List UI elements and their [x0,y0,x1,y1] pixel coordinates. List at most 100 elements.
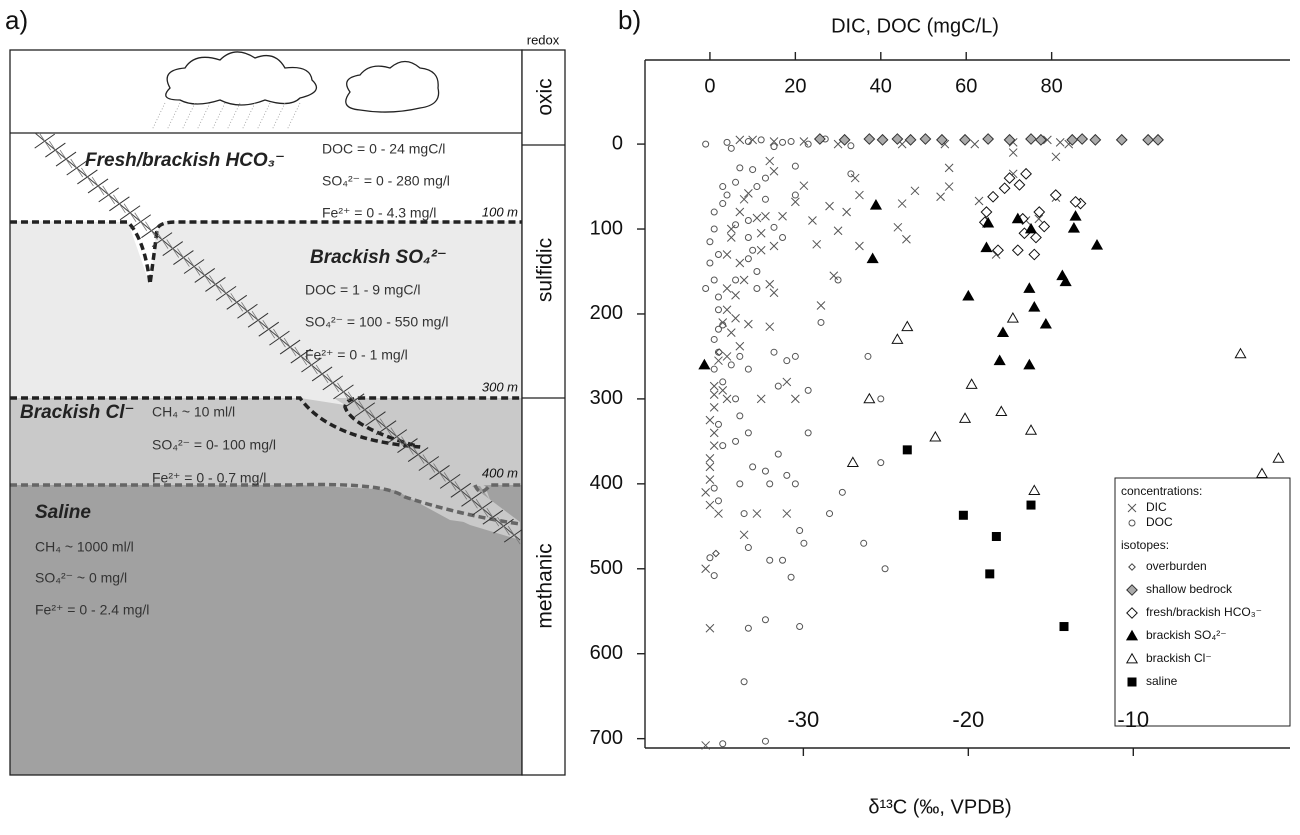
fault-hatch [390,427,404,446]
x2-tick-label: 80 [1041,75,1063,97]
marker-cross [701,741,711,750]
marker-circle [706,238,714,246]
x2-axis-label: DIC, DOC (mgC/L) [831,15,999,37]
marker-triangle [1024,424,1038,435]
zone-text: SO₄²⁻ = 0- 100 mg/l [152,437,276,453]
fault-hatch [422,454,436,473]
marker-cross [756,394,766,404]
marker-cross [752,509,762,518]
fault-hatch [166,239,180,258]
marker-circle [740,678,748,686]
marker-circle [740,510,748,518]
marker-circle [804,140,812,148]
panel-label: a) [5,5,28,35]
y-tick-label: 600 [590,642,623,664]
y-tick-label: 300 [590,387,623,409]
marker-diamond [1066,133,1079,146]
marker-circle [753,284,761,292]
legend-group-title: isotopes: [1121,538,1169,552]
fault-hatch [91,176,105,196]
marker-circle [719,740,727,748]
legend-label: brackish Cl⁻ [1146,651,1212,665]
marker-cross [833,226,843,236]
fault-hatch [262,319,276,339]
marker-cross [705,500,715,510]
marker-diamond [1049,189,1062,201]
marker-circle [817,318,825,326]
marker-circle [847,142,855,150]
fault-hatch [326,373,340,393]
marker-circle [736,352,744,360]
marker-cross [782,377,792,387]
marker-cross [726,224,736,234]
marker-circle [761,174,769,182]
marker-circle [727,361,735,369]
marker-cross [752,213,762,223]
marker-triangle [1234,347,1247,359]
marker-circle [727,144,735,152]
marker-cross [769,241,779,251]
marker-circle [719,442,727,450]
marker-diamond [1020,167,1032,180]
zone-name: Brackish Cl⁻ [20,402,135,423]
zone-name: Saline [35,502,91,523]
marker-circle [761,616,769,624]
marker-cross [731,290,740,300]
marker-circle [779,556,787,564]
fault-hatch [187,257,201,276]
fault-hatch [315,364,329,384]
marker-cross [893,222,903,232]
legend-label: overburden [1146,559,1207,573]
marker-circle [732,437,740,445]
y-tick-label: 400 [590,472,623,494]
marker-cross [769,137,779,146]
marker-circle [714,420,722,428]
marker-triangle [996,326,1010,338]
marker-square [991,532,1001,542]
marker-cross [1034,214,1044,224]
fault-hatch [145,221,158,240]
marker-diamond [1028,248,1041,261]
marker-circle [706,259,714,267]
fault-hatch [443,472,457,491]
marker-cross [765,156,775,166]
depth-label: 100 m [482,204,518,219]
marker-diamond [1038,220,1051,233]
marker-diamond [1089,133,1102,146]
marker-circle [710,484,718,492]
zone-name: Brackish SO₄²⁻ [310,247,447,268]
marker-cross [722,352,732,361]
fault-zone [34,131,525,545]
marker-diamond [1115,133,1128,146]
marker-circle [710,276,718,284]
marker-cross [944,182,954,191]
legend-marker [1126,584,1138,596]
marker-triangle [891,333,904,344]
marker-diamond [1011,244,1024,257]
marker-cross [744,319,753,329]
marker-triangle [1069,210,1082,221]
marker-circle [744,544,752,552]
marker-circle [744,234,752,242]
marker-circle [838,488,846,496]
marker-cross [739,194,749,204]
marker-diamond [980,206,993,218]
marker-cross [739,275,749,285]
marker-cross [735,135,745,145]
marker-cross [756,245,766,255]
fault-hatch [241,302,254,321]
marker-circle [706,554,714,562]
marker-circle [732,221,740,229]
marker-cross [944,163,954,173]
legend-label: brackish SO₄²⁻ [1146,628,1227,642]
zone-text: DOC = 1 - 9 mgC/l [305,282,421,298]
marker-circle [749,246,757,254]
marker-cross [718,386,728,395]
y-tick-label: 200 [590,302,623,324]
marker-square [902,445,912,455]
fault-hatch [379,418,393,437]
y-tick-label: 500 [590,557,623,579]
fault-hatch [401,436,414,455]
marker-triangle [1255,467,1269,479]
marker-cross [709,441,719,450]
